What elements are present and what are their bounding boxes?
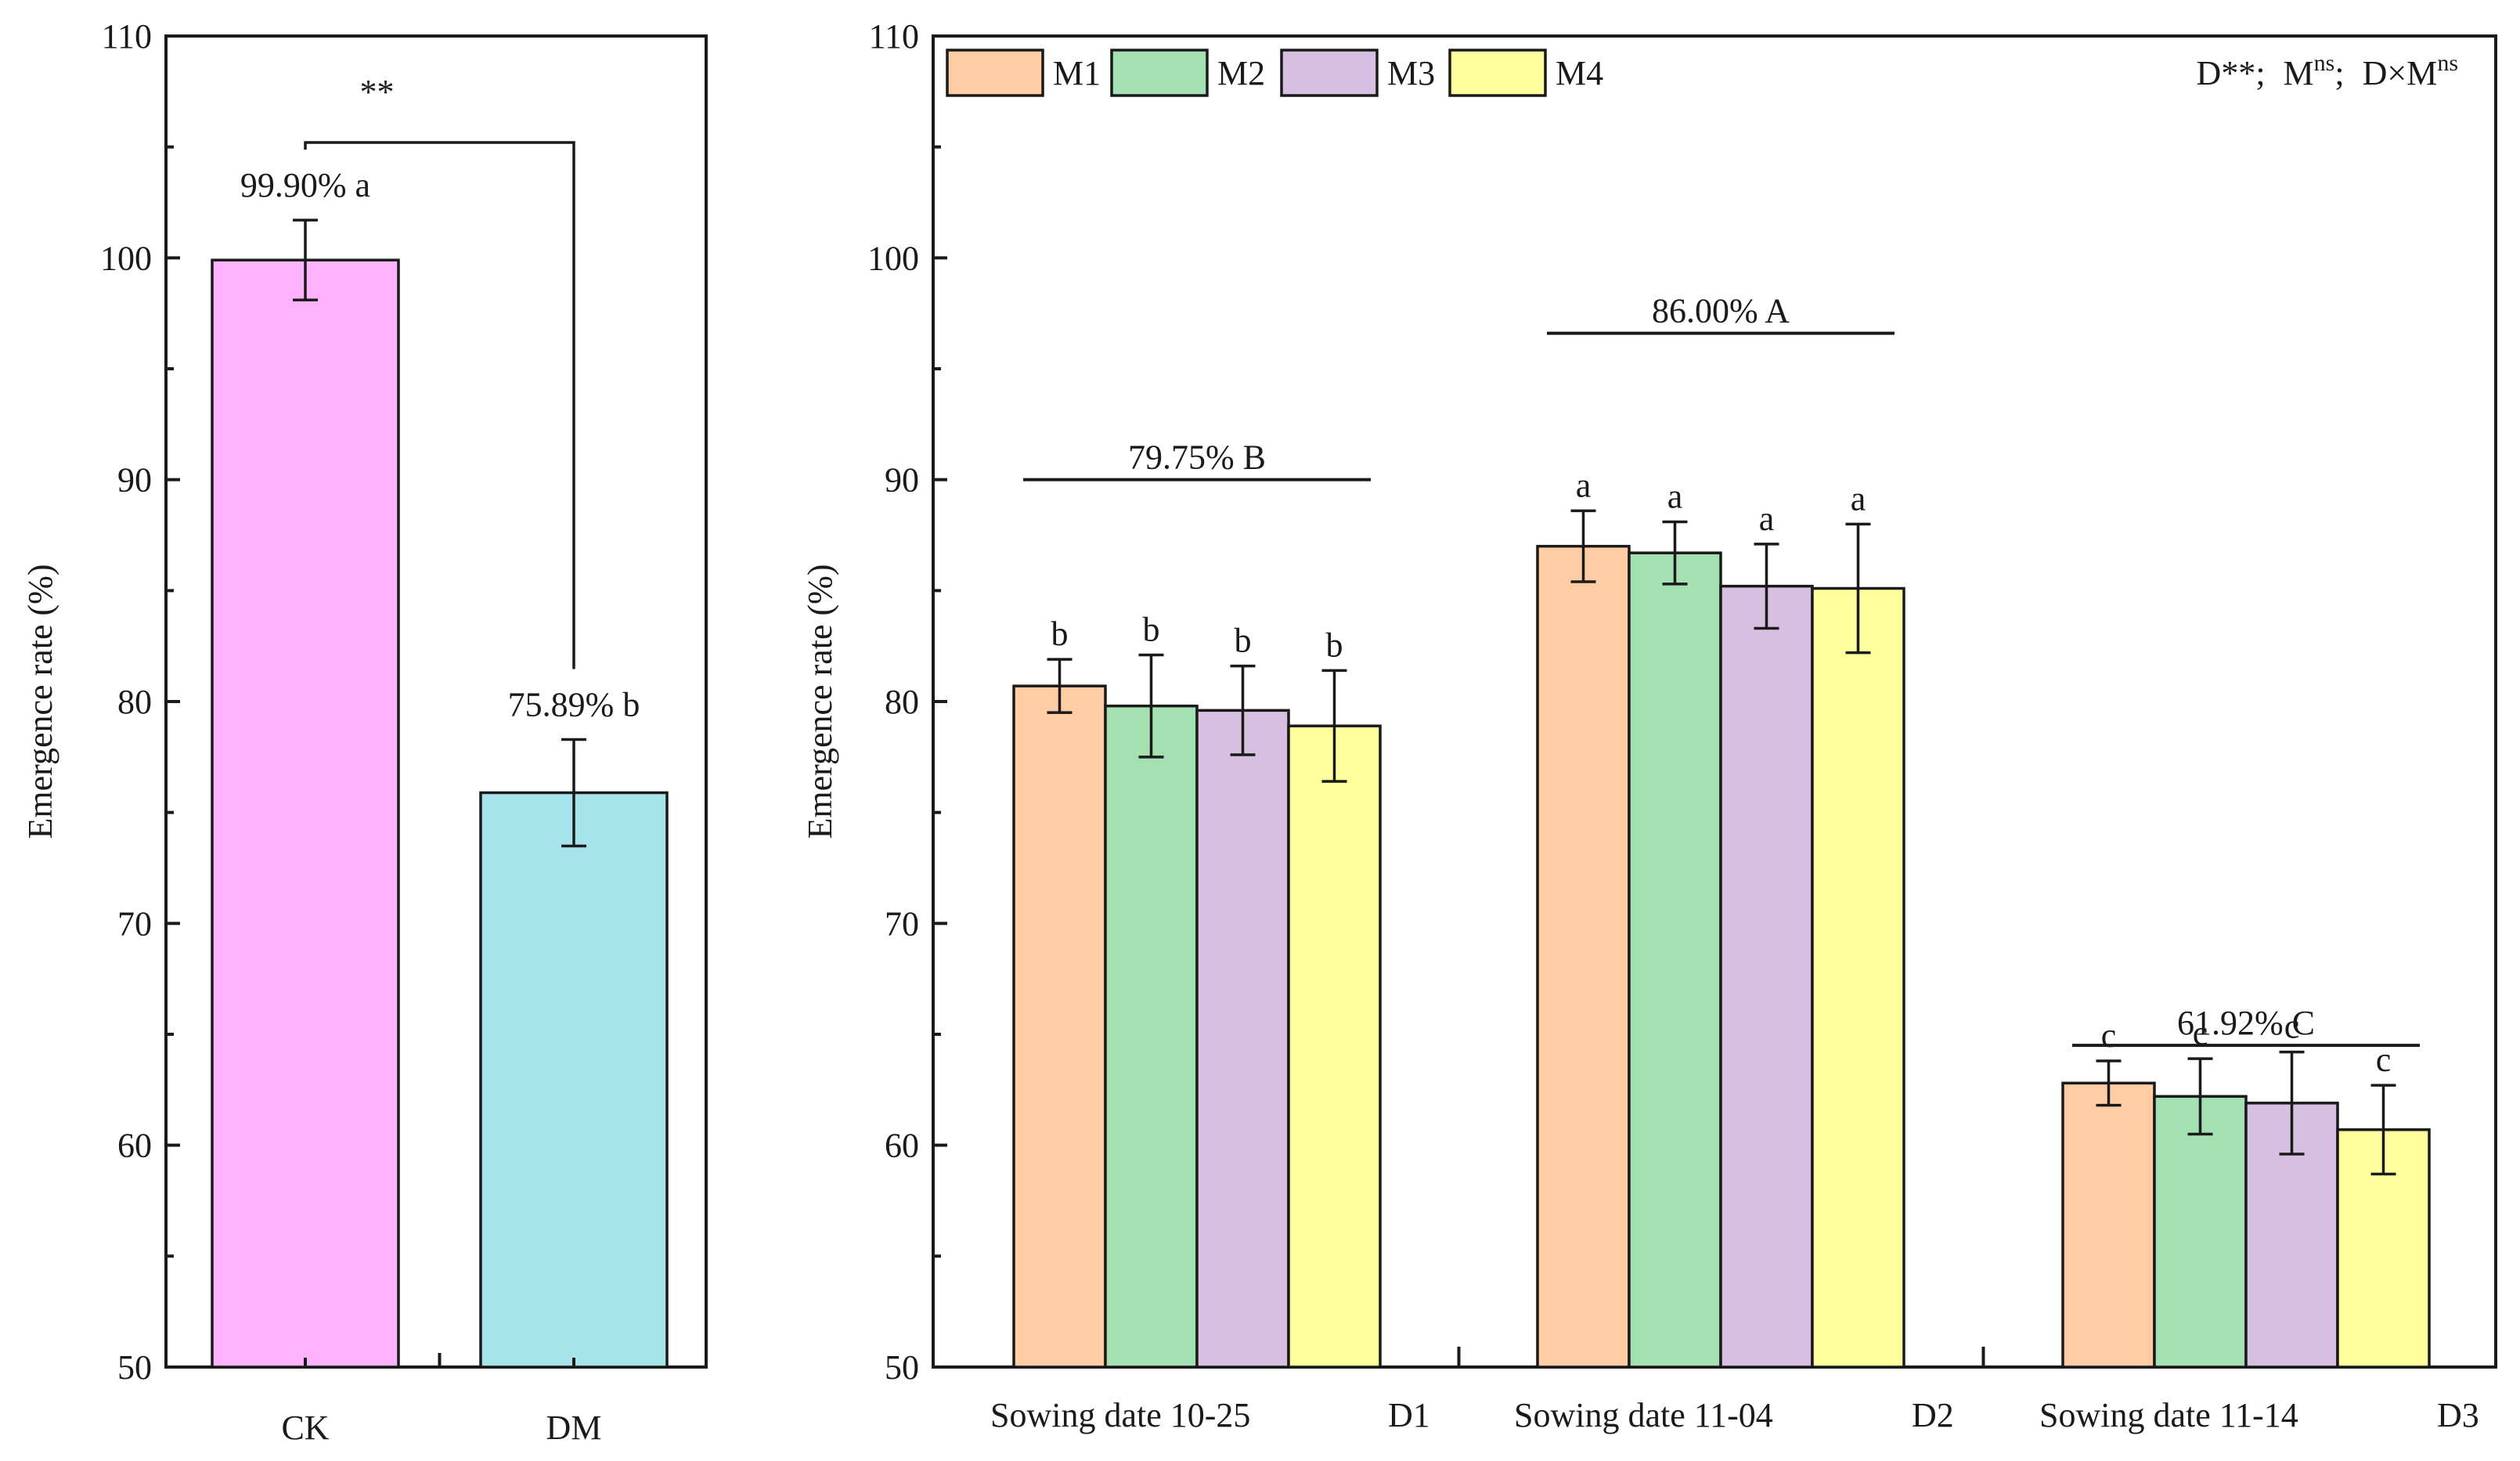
- bar-d1-m3: [1195, 709, 1290, 1369]
- bar-d2-m3: [1719, 584, 1814, 1369]
- x-group-label: Sowing date 11-14: [2039, 1396, 2298, 1434]
- x-group-code: D1: [1388, 1396, 1430, 1434]
- bar-d3-m1: [2061, 1081, 2156, 1369]
- significance-letter: b: [1235, 622, 1252, 660]
- significance-letter: c: [2376, 1041, 2392, 1079]
- anova-dm-term: D×M: [2363, 54, 2438, 92]
- legend-label-m4: M4: [1556, 54, 1603, 92]
- y-tick-label: 100: [867, 239, 919, 277]
- bar-value-label: 99.90% a: [240, 166, 370, 204]
- significance-letter: c: [2101, 1016, 2117, 1055]
- significance-letter: a: [1576, 466, 1592, 504]
- bar-d2-m2: [1628, 551, 1722, 1369]
- left-panel: 50 60 70 80 90 100 110 Emergence rate (%) 99.9…: [21, 17, 708, 1447]
- y-tick-label: 90: [885, 461, 919, 500]
- bar-d1-m2: [1104, 704, 1199, 1369]
- x-group-label: Sowing date 10-25: [990, 1396, 1250, 1434]
- y-tick-label: 50: [885, 1348, 919, 1387]
- significance-letter: a: [1759, 500, 1775, 538]
- anova-m-sup: ns: [2314, 50, 2335, 76]
- group-mean-lines: 79.75% B 86.00% A 61.92% C: [1023, 292, 2420, 1048]
- bar-d3-m2: [2153, 1095, 2248, 1369]
- y-tick-label: 70: [885, 904, 919, 943]
- legend-label-m3: M3: [1387, 54, 1435, 92]
- anova-d-term: D**;: [2197, 54, 2266, 92]
- anova-m-term: M: [2284, 54, 2314, 92]
- y-tick-label: 60: [117, 1127, 152, 1165]
- bar-dm: [479, 791, 669, 1369]
- bar-ck: [211, 258, 400, 1369]
- y-tick-label: 110: [869, 17, 919, 56]
- right-x-axis: Sowing date 10-25 D1 Sowing date 11-04 D2 So…: [990, 1347, 2479, 1434]
- anova-annotation: D**; Mns; D×Mns: [2197, 50, 2458, 92]
- y-tick-label: 90: [117, 461, 152, 500]
- bar-d1-m4: [1287, 724, 1382, 1369]
- x-tick-label: DM: [546, 1409, 602, 1447]
- significance-letter: b: [1051, 615, 1069, 653]
- y-tick-label: 80: [885, 683, 919, 721]
- y-tick-label: 110: [102, 17, 152, 56]
- legend-swatch-m1: [946, 49, 1044, 97]
- legend-label-m2: M2: [1217, 54, 1265, 92]
- right-panel: 50 60 70 80 90 100 110 Emergence rate (%) M1 M2…: [801, 17, 2497, 1434]
- significance-letter: a: [1667, 478, 1683, 516]
- legend: M1 M2 M3 M4: [946, 49, 1603, 97]
- significance-bracket: **: [304, 73, 575, 669]
- significance-letter: c: [2284, 1008, 2300, 1046]
- x-group-code: D3: [2437, 1396, 2479, 1434]
- left-bars: 99.90% a 75.89% b: [211, 166, 669, 1369]
- significance-letter: b: [1143, 611, 1160, 649]
- group-mean-label: 86.00% A: [1652, 292, 1790, 330]
- group-mean-label: 79.75% B: [1128, 438, 1266, 477]
- group-mean-label: 61.92% C: [2177, 1004, 2315, 1042]
- y-tick-label: 100: [100, 239, 152, 277]
- significance-letter: a: [1851, 479, 1866, 518]
- significance-label: **: [360, 73, 395, 111]
- bar-d2-m4: [1811, 586, 1905, 1369]
- significance-letter: b: [1326, 626, 1343, 664]
- legend-label-m1: M1: [1053, 54, 1101, 92]
- x-tick-label: CK: [281, 1409, 329, 1447]
- x-group-label: Sowing date 11-04: [1514, 1396, 1773, 1434]
- left-y-axis-title: Emergence rate (%): [21, 565, 59, 839]
- bar-value-label: 75.89% b: [508, 685, 640, 723]
- anova-dm-sup: ns: [2437, 50, 2458, 76]
- y-tick-label: 60: [885, 1127, 919, 1165]
- right-y-axis-title: Emergence rate (%): [801, 565, 839, 839]
- significance-letter: c: [2193, 1014, 2208, 1052]
- bar-d2-m1: [1536, 544, 1631, 1369]
- right-y-axis: 50 60 70 80 90 100 110: [867, 17, 947, 1387]
- left-x-axis: CK DM: [281, 1353, 601, 1447]
- y-tick-label: 70: [117, 904, 152, 943]
- significance-line: [304, 141, 575, 669]
- right-bars: b b b b a a a a c c c c: [1012, 466, 2431, 1369]
- x-group-code: D2: [1912, 1396, 1954, 1434]
- left-y-axis: 50 60 70 80 90 100 110: [100, 17, 180, 1387]
- anova-separator: ;: [2334, 54, 2344, 92]
- y-tick-label: 50: [117, 1348, 152, 1387]
- legend-swatch-m4: [1448, 49, 1547, 97]
- y-tick-label: 80: [117, 683, 152, 721]
- legend-swatch-m2: [1110, 49, 1209, 97]
- bar-d1-m1: [1012, 684, 1107, 1369]
- legend-swatch-m3: [1280, 49, 1379, 97]
